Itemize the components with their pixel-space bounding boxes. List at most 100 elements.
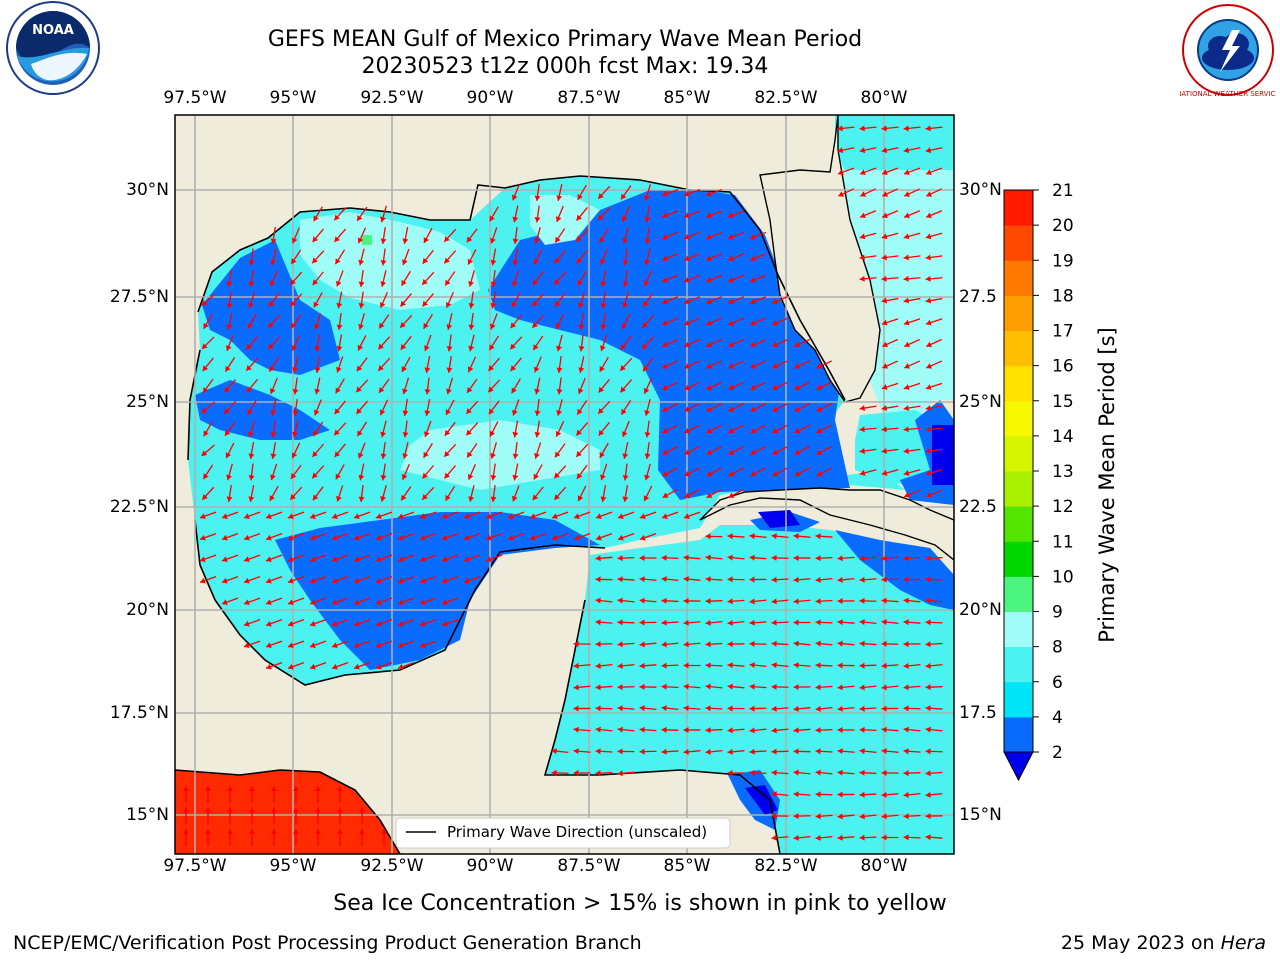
wave-arrow bbox=[287, 597, 305, 606]
wave-arrow bbox=[225, 442, 235, 459]
wave-arrow bbox=[489, 313, 498, 330]
wave-arrow bbox=[772, 445, 788, 456]
wave-arrow bbox=[400, 270, 412, 287]
wave-arrow bbox=[287, 640, 305, 649]
wave-arrow bbox=[309, 661, 327, 670]
wave-arrow bbox=[511, 292, 521, 308]
wave-arrow bbox=[644, 226, 651, 245]
wave-arrow bbox=[380, 420, 387, 438]
wave-arrow bbox=[639, 597, 657, 604]
wave-arrow bbox=[881, 684, 899, 691]
wave-arrow bbox=[661, 317, 679, 326]
wave-arrow bbox=[772, 467, 788, 477]
wave-arrow bbox=[600, 463, 608, 481]
wave-arrow bbox=[287, 661, 305, 670]
wave-arrow bbox=[642, 292, 654, 308]
wave-arrow bbox=[578, 334, 585, 352]
wave-arrow bbox=[881, 576, 899, 583]
wave-arrow bbox=[749, 683, 767, 690]
map-frame bbox=[174, 114, 955, 855]
wave-arrow bbox=[859, 705, 877, 712]
colorbar-tick-label: 13 bbox=[1052, 462, 1074, 482]
wave-arrow bbox=[248, 291, 256, 309]
wave-arrow bbox=[598, 227, 610, 244]
wave-arrow bbox=[512, 399, 520, 416]
wave-arrow bbox=[271, 786, 277, 803]
wave-arrow bbox=[859, 791, 877, 798]
wave-arrow bbox=[620, 335, 632, 351]
wave-arrow bbox=[358, 313, 365, 330]
wave-arrow bbox=[331, 661, 349, 670]
wave-arrow bbox=[903, 338, 921, 348]
wave-arrow bbox=[600, 313, 607, 330]
chart-title: GEFS MEAN Gulf of Mexico Primary Wave Me… bbox=[267, 27, 863, 52]
wave-arrow bbox=[727, 727, 745, 734]
wave-arrow bbox=[617, 532, 635, 541]
colorbar-tick-label: 6 bbox=[1052, 673, 1063, 693]
wave-arrow bbox=[224, 356, 236, 373]
wave-arrow bbox=[903, 813, 921, 820]
wave-arrow bbox=[771, 791, 789, 798]
wave-arrow bbox=[837, 598, 855, 605]
wave-arrow bbox=[331, 532, 349, 541]
wave-arrow bbox=[336, 356, 344, 373]
wave-arrow bbox=[248, 270, 255, 287]
wave-arrow bbox=[309, 618, 327, 627]
wave-arrow bbox=[925, 748, 943, 755]
wave-arrow bbox=[575, 443, 589, 458]
wave-arrow bbox=[292, 398, 299, 417]
wave-arrow bbox=[881, 405, 899, 412]
wave-arrow bbox=[487, 379, 501, 393]
footer-date: 25 May 2023 on bbox=[1060, 932, 1215, 954]
wave-arrow bbox=[441, 554, 459, 563]
wave-arrow bbox=[223, 379, 237, 393]
wave-arrow bbox=[643, 270, 652, 287]
wave-arrow bbox=[485, 511, 503, 520]
wave-arrow bbox=[771, 296, 789, 305]
wave-arrow bbox=[661, 619, 679, 626]
wave-arrow bbox=[683, 597, 701, 604]
wave-arrow bbox=[578, 313, 585, 330]
wave-arrow bbox=[336, 334, 343, 352]
colorbar-segment bbox=[1004, 435, 1033, 472]
wave-arrow bbox=[221, 532, 239, 541]
wave-arrow bbox=[859, 769, 877, 776]
wave-arrow bbox=[684, 445, 700, 456]
wave-arrow bbox=[511, 378, 521, 394]
wave-arrow bbox=[423, 334, 432, 352]
wave-arrow bbox=[595, 705, 613, 712]
wave-arrow bbox=[684, 467, 700, 477]
wave-arrow bbox=[595, 662, 613, 669]
wave-arrow bbox=[201, 294, 215, 306]
wave-arrow bbox=[925, 791, 943, 798]
wave-arrow bbox=[727, 662, 745, 669]
wave-arrow bbox=[771, 727, 789, 734]
wave-arrow bbox=[859, 555, 877, 562]
wave-arrow bbox=[265, 640, 283, 649]
wave-arrow bbox=[621, 313, 631, 330]
wave-arrow bbox=[511, 184, 520, 201]
wave-arrow bbox=[881, 318, 899, 326]
wave-arrow bbox=[377, 336, 391, 350]
wave-arrow bbox=[771, 705, 789, 712]
wave-arrow bbox=[556, 184, 563, 201]
wave-arrow bbox=[903, 834, 921, 841]
lat-tick-left: 17.5°N bbox=[109, 703, 169, 723]
wave-arrow bbox=[882, 188, 898, 197]
wave-arrow bbox=[617, 684, 635, 691]
wave-arrow bbox=[336, 312, 343, 331]
wave-arrow bbox=[375, 640, 393, 649]
wave-arrow bbox=[816, 424, 832, 434]
lat-tick-right: 17.5 bbox=[959, 703, 997, 723]
wave-arrow bbox=[397, 640, 415, 649]
wave-arrow bbox=[227, 807, 233, 825]
wave-arrow bbox=[248, 463, 255, 481]
wave-arrow bbox=[881, 726, 899, 733]
wave-arrow bbox=[291, 335, 301, 351]
coastline bbox=[175, 175, 846, 854]
wave-arrow bbox=[749, 533, 767, 540]
wave-arrow bbox=[441, 618, 459, 627]
wave-arrow bbox=[705, 533, 723, 540]
wave-arrow bbox=[881, 555, 899, 562]
wave-arrow bbox=[881, 167, 899, 176]
